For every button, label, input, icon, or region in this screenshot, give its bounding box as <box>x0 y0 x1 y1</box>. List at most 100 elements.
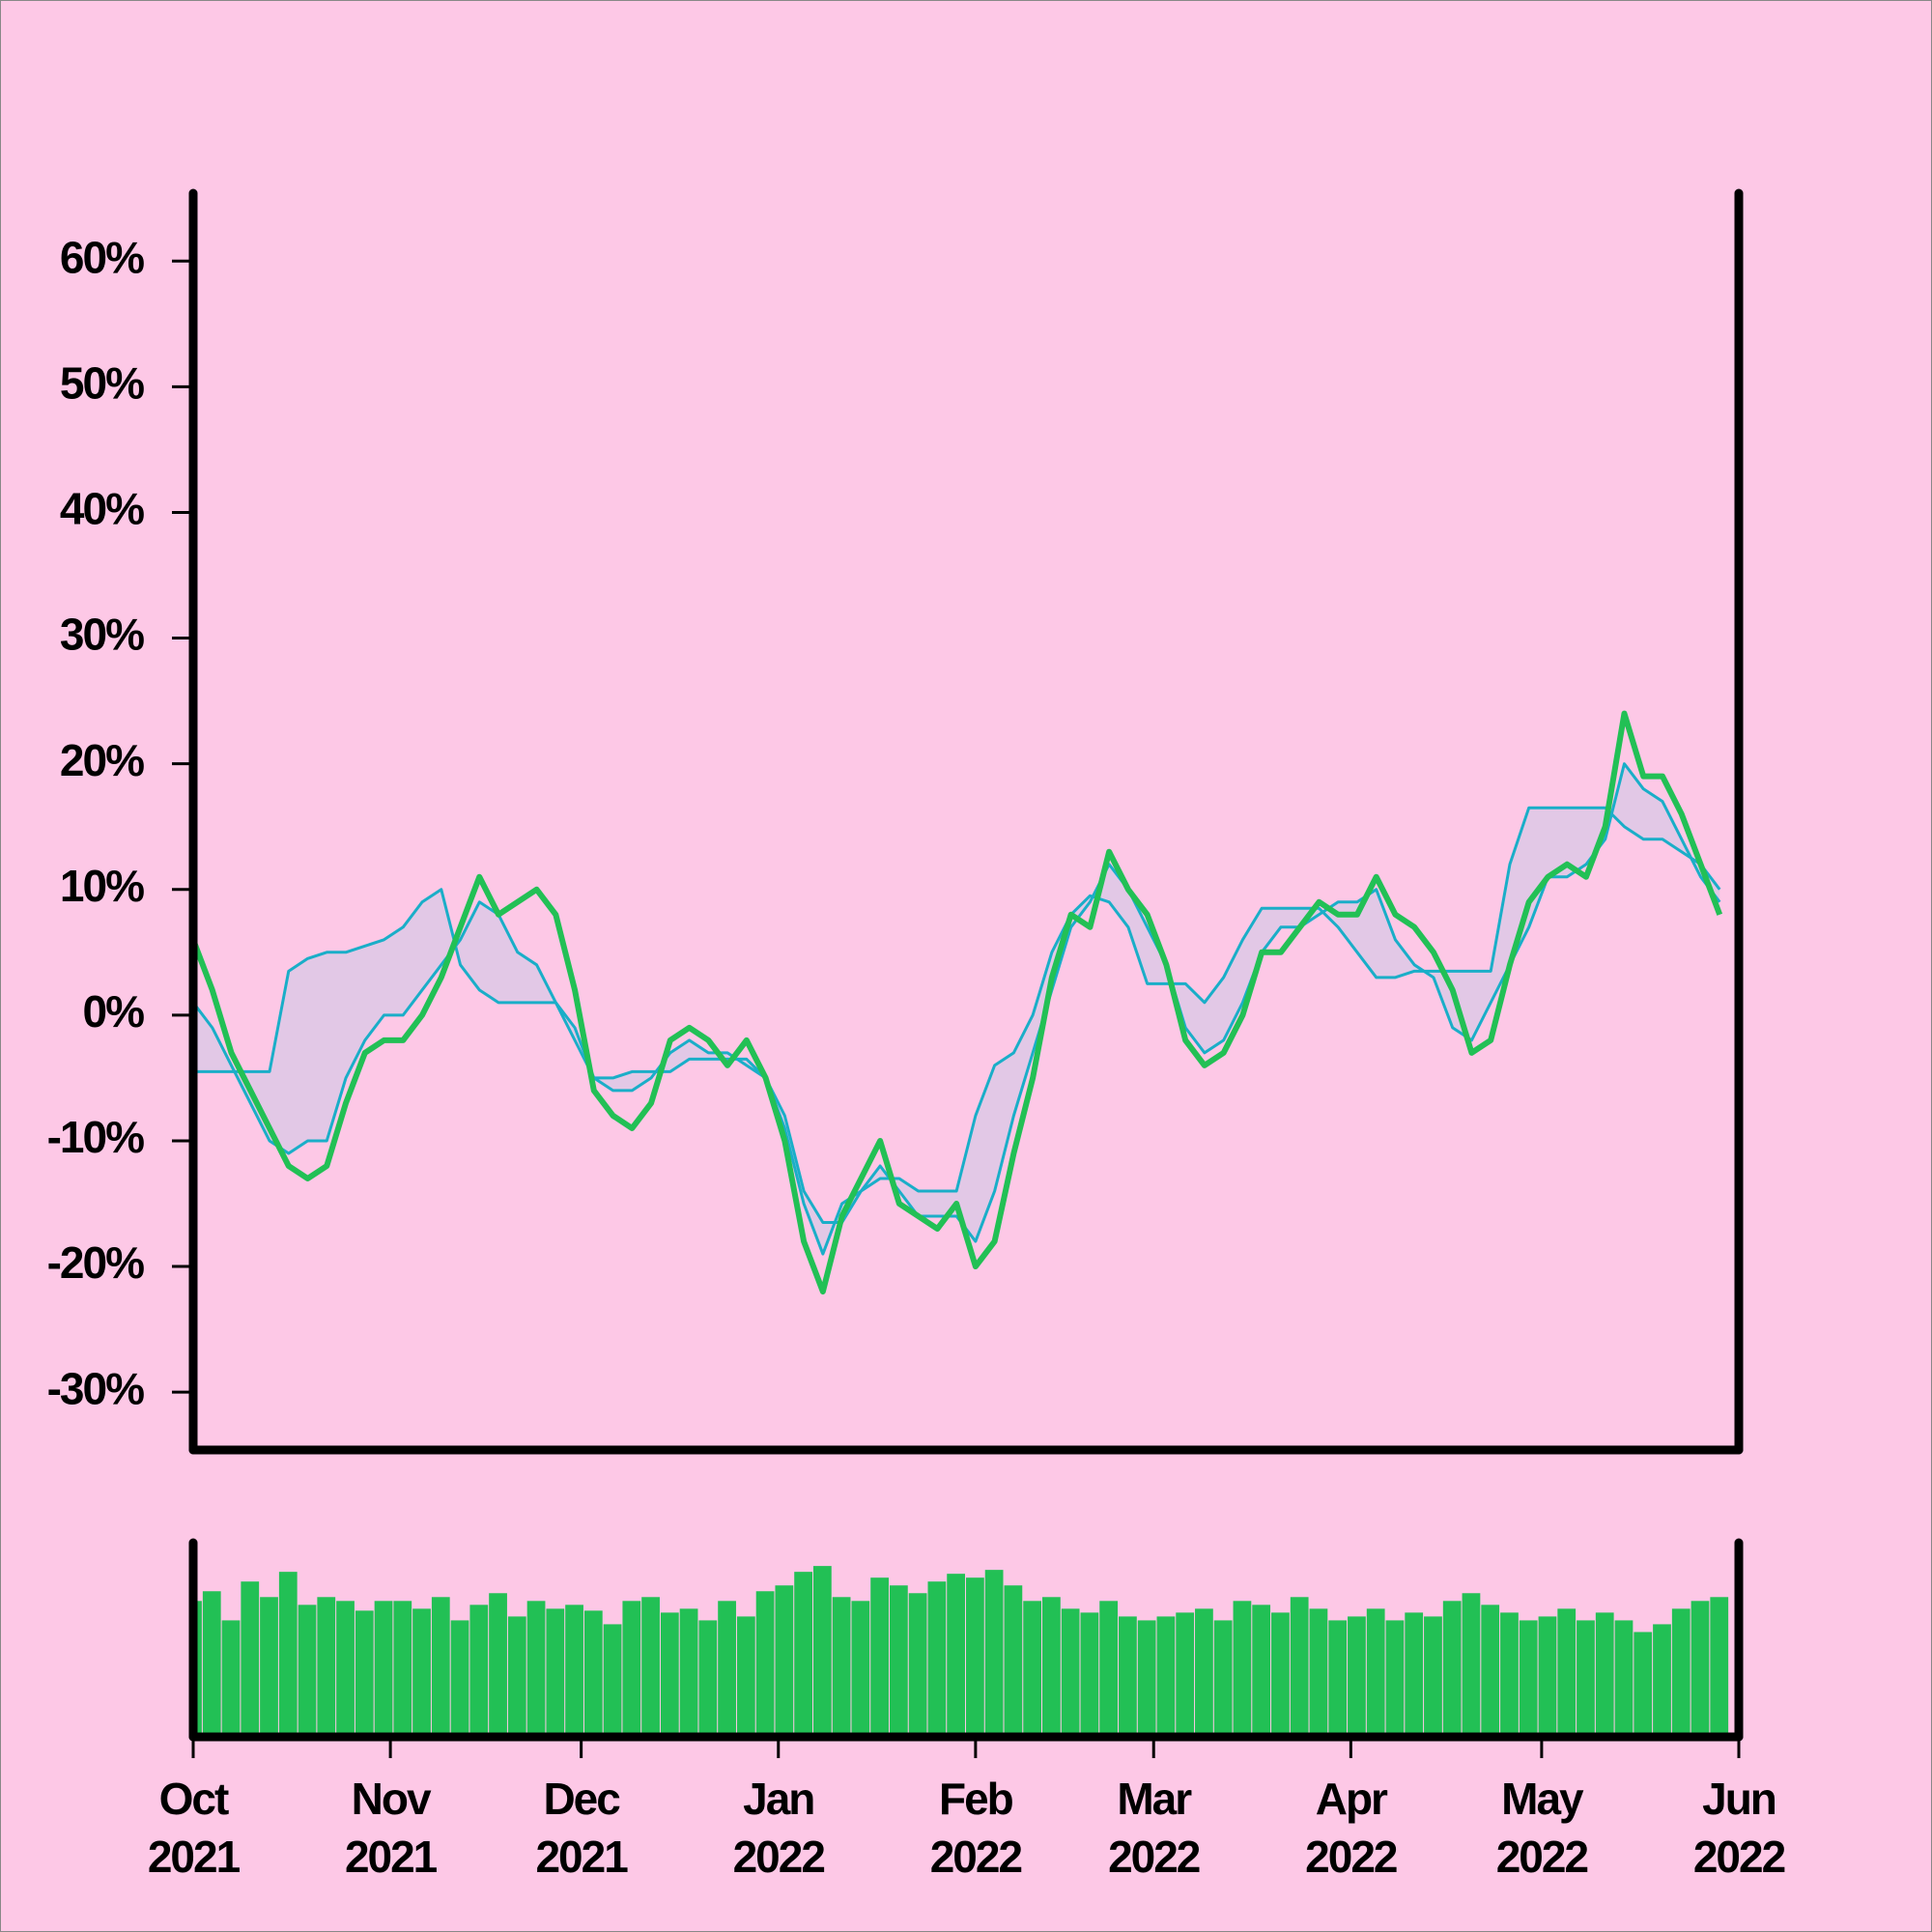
y-tick-label: 0% <box>83 986 145 1037</box>
volume-bar <box>1614 1620 1634 1737</box>
channel-band <box>193 763 1720 1255</box>
x-tick-label: May <box>1501 1774 1584 1824</box>
volume-bar <box>241 1581 260 1737</box>
x-tick-label: Jun <box>1702 1774 1776 1824</box>
volume-bar <box>526 1601 546 1737</box>
volume-bar <box>1176 1612 1195 1737</box>
volume-bar <box>1690 1601 1710 1737</box>
volume-bar <box>317 1597 336 1737</box>
volume-bar <box>1233 1601 1252 1737</box>
volume-bar <box>1557 1608 1577 1737</box>
volume-bar <box>1328 1620 1348 1737</box>
x-tick-label: Jan <box>743 1774 813 1824</box>
volume-bar <box>583 1610 603 1737</box>
volume-bar <box>1023 1601 1042 1737</box>
x-tick-label: 2022 <box>930 1832 1022 1882</box>
volume-bar <box>1710 1597 1729 1737</box>
volume-bar <box>546 1608 565 1737</box>
volume-bar <box>1442 1601 1462 1737</box>
price-line <box>190 710 1723 1295</box>
volume-bar <box>278 1572 298 1737</box>
volume-bar <box>1366 1608 1385 1737</box>
volume-bar <box>393 1601 412 1737</box>
y-tick-label: -10% <box>47 1112 144 1162</box>
volume-bar <box>1213 1620 1233 1737</box>
volume-bar <box>336 1601 355 1737</box>
volume-bar <box>679 1608 698 1737</box>
y-tick-label: 30% <box>60 610 144 660</box>
volume-bar <box>660 1612 679 1737</box>
volume-bar <box>489 1593 507 1737</box>
volume-bar <box>927 1581 947 1737</box>
volume-bar <box>1004 1585 1023 1737</box>
volume-bar <box>1290 1597 1309 1737</box>
x-tick-label: 2022 <box>733 1832 825 1882</box>
volume-bar <box>1099 1601 1119 1737</box>
volume-bar <box>1061 1608 1080 1737</box>
x-tick-label: 2022 <box>1305 1832 1397 1882</box>
y-tick-label: 60% <box>60 232 144 282</box>
volume-bar <box>755 1591 775 1737</box>
x-tick-label: 2022 <box>1693 1832 1785 1882</box>
y-tick-label: 50% <box>60 358 144 409</box>
volume-bar <box>947 1574 965 1737</box>
y-tick-label: 10% <box>60 861 144 911</box>
volume-bar <box>1481 1605 1500 1737</box>
volume-bar <box>1309 1608 1328 1737</box>
x-tick-label: Nov <box>352 1774 432 1824</box>
volume-bar <box>1137 1620 1156 1737</box>
volume-bar <box>221 1620 241 1737</box>
volume-bar <box>1577 1620 1595 1737</box>
volume-bar <box>603 1624 622 1737</box>
volume-bar <box>775 1585 794 1737</box>
volume-bar <box>889 1585 908 1737</box>
x-tick-label: Dec <box>543 1774 620 1824</box>
x-tick-label: 2022 <box>1496 1832 1588 1882</box>
volume-bar <box>1195 1608 1213 1737</box>
x-tick-label: 2021 <box>148 1832 241 1882</box>
volume-bar <box>1385 1620 1405 1737</box>
volume-bar <box>450 1620 469 1737</box>
volume-bar <box>1634 1632 1653 1737</box>
volume-bar <box>469 1605 489 1737</box>
volume-bar <box>1080 1612 1099 1737</box>
volume-bar <box>355 1610 374 1737</box>
volume-bar <box>202 1591 221 1737</box>
volume-bar <box>622 1601 641 1737</box>
y-tick-label: 20% <box>60 735 144 785</box>
volume-bar <box>1538 1616 1557 1737</box>
volume-bar <box>641 1597 660 1737</box>
volume-bar <box>412 1608 431 1737</box>
volume-bar <box>718 1601 736 1737</box>
x-tick-label: Apr <box>1316 1774 1388 1824</box>
volume-bar <box>507 1616 526 1737</box>
x-tick-label: Mar <box>1117 1774 1192 1824</box>
volume-bar <box>1595 1612 1614 1737</box>
volume-bar <box>374 1601 393 1737</box>
volume-bar <box>431 1597 450 1737</box>
volume-bar <box>1500 1612 1519 1737</box>
x-tick-label: 2021 <box>345 1832 438 1882</box>
volume-bar <box>870 1577 889 1737</box>
volume-bar <box>1671 1608 1690 1737</box>
volume-bar <box>794 1572 812 1737</box>
volume-bar <box>698 1620 718 1737</box>
volume-bar <box>298 1605 317 1737</box>
volume-bar <box>736 1616 755 1737</box>
x-tick-label: 2022 <box>1108 1832 1200 1882</box>
volume-bar <box>1252 1605 1271 1737</box>
volume-bar <box>984 1570 1004 1737</box>
y-tick-label: -30% <box>47 1363 144 1413</box>
channel-line <box>193 806 1721 1225</box>
volume-bar <box>1156 1616 1176 1737</box>
y-tick-label: -20% <box>47 1237 144 1288</box>
x-tick-label: Oct <box>159 1774 229 1824</box>
volume-bar <box>1424 1616 1442 1737</box>
volume-bar <box>812 1566 832 1737</box>
volume-bar <box>1405 1612 1424 1737</box>
volume-bar <box>1348 1616 1366 1737</box>
volume-bar <box>1271 1612 1290 1737</box>
volume-bar <box>832 1597 851 1737</box>
volume-bar <box>851 1601 870 1737</box>
x-tick-label: Feb <box>939 1774 1013 1824</box>
